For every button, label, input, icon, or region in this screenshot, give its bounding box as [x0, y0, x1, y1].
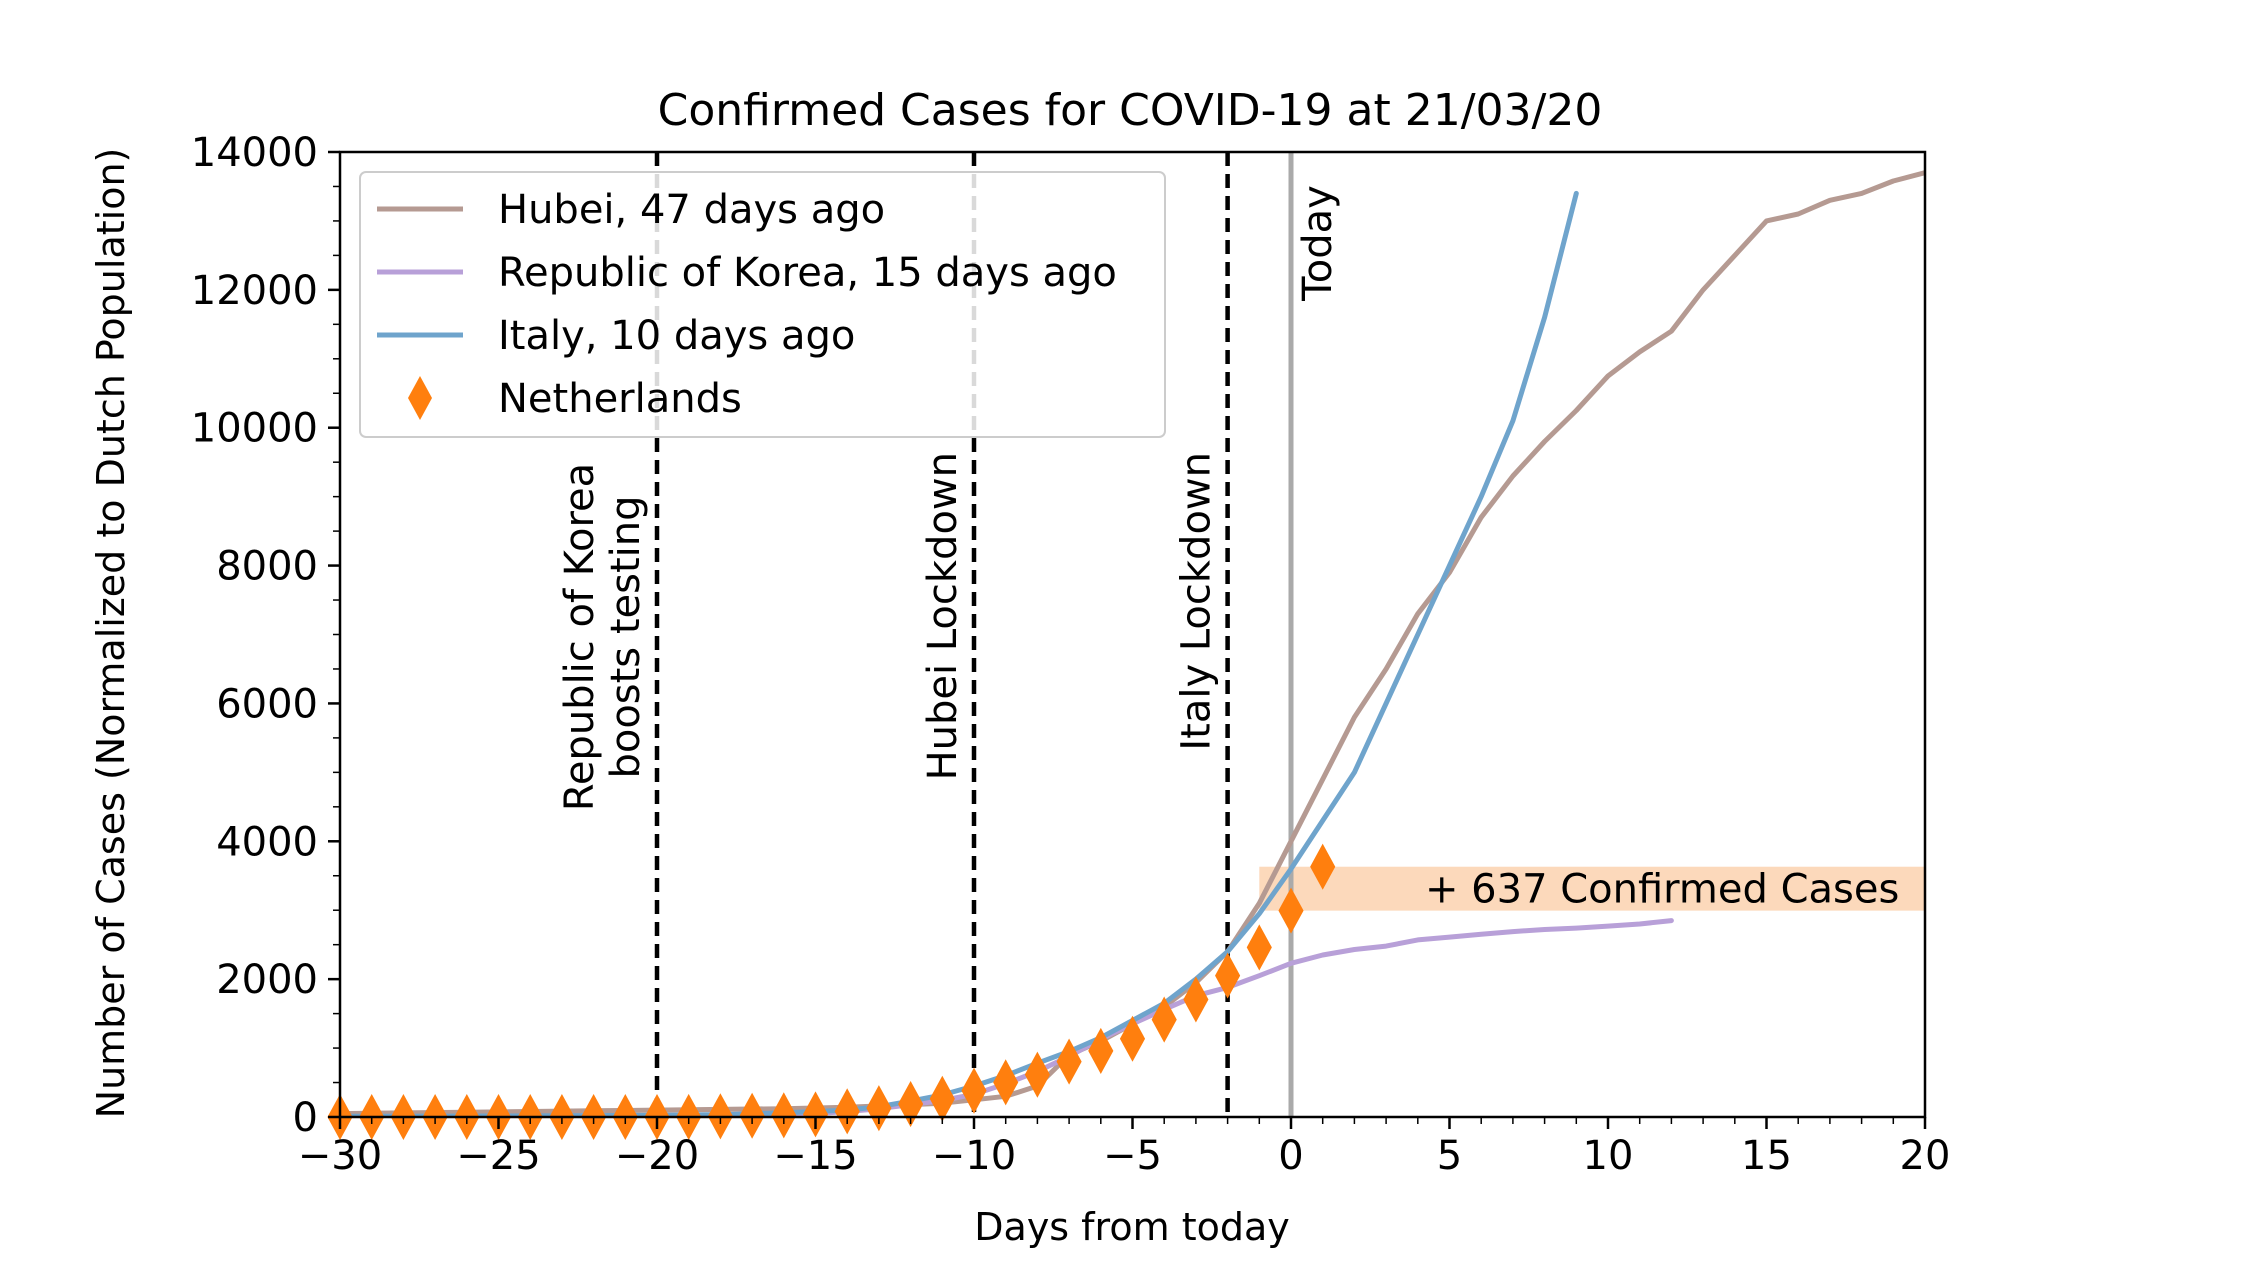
plot-area: + 637 Confirmed Cases Republic of Korea bo… [191, 130, 1951, 1179]
series-line-0 [340, 170, 1925, 1117]
legend-swatch-3 [408, 376, 432, 420]
event-label-2-0: Italy Lockdown [1174, 452, 1220, 751]
data-point-3-24 [1088, 1027, 1114, 1074]
data-point-3-14 [771, 1092, 797, 1139]
data-point-3-30 [1278, 887, 1304, 934]
x-tick-label-3: −15 [773, 1133, 857, 1179]
legend-label-1: Republic of Korea, 15 days ago [498, 250, 1117, 296]
event-label-1-0: Hubei Lockdown [920, 452, 966, 780]
y-tick-label-7: 14000 [191, 130, 318, 176]
x-tick-label-6: 0 [1278, 1133, 1303, 1179]
event-label-0-1: boosts testing [603, 495, 649, 778]
y-tick-label-3: 6000 [216, 681, 318, 727]
data-point-3-25 [1119, 1015, 1146, 1062]
event-label-3-0: Today [1295, 185, 1341, 302]
legend-box [359, 171, 1166, 438]
data-point-3-31 [1310, 843, 1336, 890]
difference-band [1259, 866, 1925, 911]
x-tick-label-4: −10 [932, 1133, 1016, 1179]
y-tick-label-5: 10000 [191, 406, 318, 452]
data-point-3-21 [993, 1059, 1019, 1106]
event-label-0-0: Republic of Korea [557, 463, 603, 811]
y-tick-label-0: 0 [293, 1095, 318, 1141]
data-point-3-16 [834, 1088, 860, 1135]
x-tick-label-7: 5 [1437, 1133, 1462, 1179]
legend: Hubei, 47 days ago Republic of Korea, 15 … [359, 171, 1166, 438]
y-tick-label-1: 2000 [216, 957, 318, 1003]
x-tick-label-2: −20 [615, 1133, 699, 1179]
data-point-3-23 [1056, 1038, 1082, 1085]
x-tick-label-8: 10 [1583, 1133, 1634, 1179]
x-tick-label-9: 15 [1741, 1133, 1792, 1179]
chart-title: Confirmed Cases for COVID-19 at 21/03/20 [658, 85, 1603, 136]
y-tick-label-2: 4000 [216, 819, 318, 865]
band-label: + 637 Confirmed Cases [1425, 867, 1899, 913]
data-point-3-22 [1024, 1051, 1050, 1098]
data-point-3-26 [1151, 996, 1177, 1043]
legend-label-0: Hubei, 47 days ago [498, 187, 885, 233]
y-axis-label: Number of Cases (Normalized to Dutch Pop… [89, 148, 133, 1119]
x-tick-label-1: −25 [456, 1133, 540, 1179]
x-tick-label-0: −30 [298, 1133, 382, 1179]
data-point-3-15 [802, 1091, 829, 1138]
x-axis-label: Days from today [974, 1205, 1289, 1249]
data-point-3-17 [866, 1085, 892, 1132]
data-point-3-18 [898, 1080, 924, 1128]
legend-label-3: Netherlands [498, 376, 742, 422]
legend-label-2: Italy, 10 days ago [498, 313, 855, 359]
data-point-3-27 [1183, 976, 1209, 1023]
data-point-3-29 [1246, 924, 1272, 971]
y-tick-label-6: 12000 [191, 268, 318, 314]
y-tick-label-4: 8000 [216, 544, 318, 590]
x-tick-label-10: 20 [1900, 1133, 1951, 1179]
data-point-3-28 [1215, 952, 1241, 999]
data-point-3-20 [961, 1067, 987, 1114]
x-tick-label-5: −5 [1103, 1133, 1162, 1179]
